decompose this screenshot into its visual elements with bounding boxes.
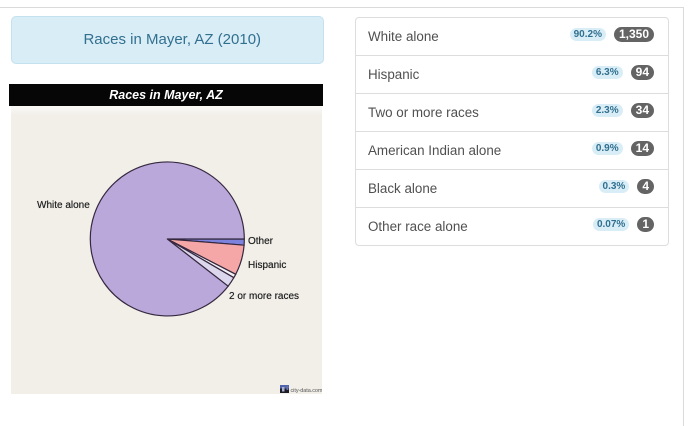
svg-text:city-data.com: city-data.com	[291, 388, 323, 394]
